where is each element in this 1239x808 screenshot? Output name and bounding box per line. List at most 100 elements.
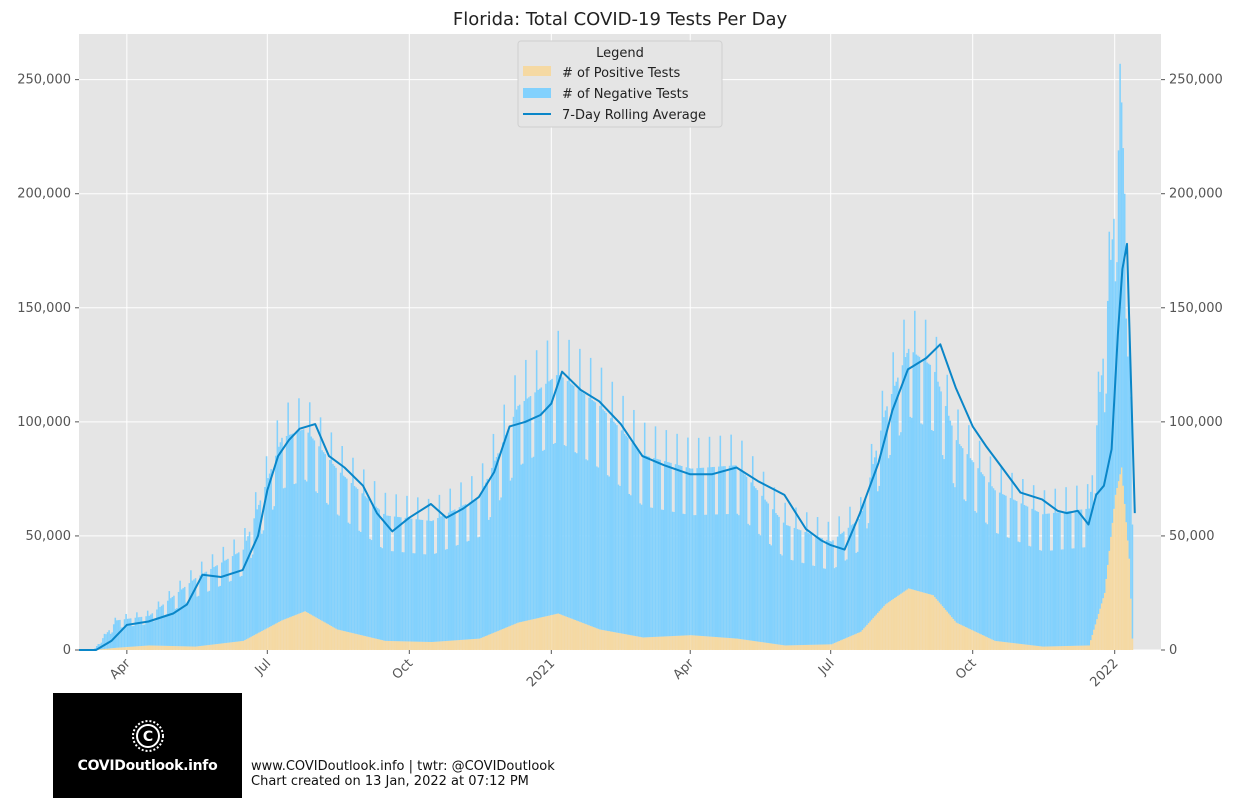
- positive-bar: [308, 613, 311, 650]
- negative-bar: [463, 504, 465, 640]
- positive-bar: [708, 636, 711, 650]
- positive-bar: [929, 594, 932, 650]
- negative-bar: [822, 568, 825, 645]
- positive-bar: [613, 632, 615, 650]
- negative-bar: [1003, 494, 1006, 642]
- positive-bar: [745, 639, 748, 650]
- negative-bar: [168, 591, 171, 646]
- negative-bar: [150, 614, 152, 646]
- negative-bar: [634, 446, 637, 637]
- positive-bar: [676, 635, 678, 650]
- positive-bar: [1028, 644, 1030, 650]
- positive-bar: [881, 607, 884, 650]
- negative-bar: [907, 348, 910, 589]
- negative-bar: [446, 549, 448, 641]
- negative-bar: [503, 404, 506, 629]
- negative-bar: [322, 452, 325, 622]
- negative-bar: [971, 460, 973, 630]
- negative-bar: [230, 580, 232, 643]
- positive-bar: [918, 591, 921, 650]
- negative-bar: [742, 472, 745, 640]
- positive-bar: [931, 594, 933, 650]
- negative-bar: [722, 466, 725, 638]
- negative-bar: [1039, 550, 1041, 647]
- positive-bar: [986, 637, 989, 650]
- positive-bar: [620, 633, 623, 650]
- negative-bar: [660, 509, 663, 637]
- negative-bar: [511, 477, 513, 626]
- positive-bar: [154, 645, 157, 650]
- negative-bar: [909, 416, 911, 589]
- positive-bar: [480, 637, 482, 650]
- negative-bar: [1052, 512, 1055, 647]
- negative-bar: [253, 518, 255, 636]
- positive-bar: [739, 639, 742, 650]
- negative-bar: [824, 568, 827, 645]
- negative-bar: [1110, 259, 1112, 537]
- positive-bar: [333, 627, 336, 650]
- negative-bar: [914, 310, 916, 591]
- negative-bar: [424, 554, 427, 642]
- negative-bar: [1002, 494, 1004, 642]
- negative-bar: [676, 433, 678, 636]
- negative-bar: [455, 545, 458, 641]
- negative-bar: [443, 514, 445, 642]
- positive-bar: [972, 630, 975, 650]
- positive-bar: [1043, 646, 1046, 650]
- positive-bar: [386, 640, 388, 650]
- negative-bar: [305, 481, 308, 613]
- positive-bar: [185, 646, 188, 650]
- negative-bar: [491, 467, 493, 634]
- positive-bar: [821, 644, 823, 650]
- positive-bar: [1022, 644, 1024, 650]
- positive-bar: [474, 638, 476, 650]
- negative-bar: [538, 388, 541, 618]
- positive-bar: [498, 630, 501, 650]
- negative-bar: [481, 463, 484, 638]
- negative-bar: [441, 515, 444, 642]
- negative-bar: [157, 601, 160, 646]
- negative-bar: [565, 446, 567, 617]
- negative-bar: [177, 591, 180, 647]
- positive-bar: [183, 646, 186, 650]
- positive-bar: [501, 629, 504, 650]
- negative-bar: [1037, 511, 1040, 647]
- positive-bar: [596, 628, 598, 650]
- negative-bar: [1062, 549, 1064, 647]
- positive-bar: [639, 636, 641, 650]
- negative-bar: [528, 397, 530, 621]
- positive-bar: [767, 643, 769, 650]
- positive-bar: [611, 631, 614, 650]
- positive-bar: [602, 630, 604, 650]
- negative-bar: [1113, 218, 1115, 509]
- negative-bar: [555, 375, 558, 614]
- negative-bar: [1122, 148, 1124, 486]
- negative-bar: [501, 442, 504, 630]
- positive-bar: [464, 639, 467, 650]
- negative-bar: [236, 553, 238, 642]
- positive-bar: [526, 620, 529, 650]
- positive-bar: [852, 635, 854, 650]
- negative-bar: [779, 554, 782, 645]
- negative-bar: [1056, 512, 1058, 647]
- negative-bar: [721, 466, 723, 638]
- positive-bar: [356, 634, 359, 650]
- negative-bar: [426, 520, 428, 642]
- positive-bar: [1071, 645, 1074, 650]
- positive-bar: [650, 637, 652, 650]
- positive-bar: [1017, 643, 1019, 650]
- negative-bar: [285, 435, 288, 619]
- positive-bar: [549, 615, 552, 650]
- negative-bar: [628, 493, 631, 635]
- positive-bar: [288, 617, 291, 650]
- negative-bar: [296, 431, 299, 615]
- x-tick-label: 2022: [1088, 656, 1122, 690]
- negative-bar: [850, 525, 853, 636]
- negative-bar: [515, 409, 518, 624]
- positive-bar: [373, 638, 376, 650]
- positive-bar: [1093, 629, 1095, 650]
- positive-bar: [230, 642, 232, 650]
- positive-bar: [528, 620, 530, 650]
- positive-bar: [1034, 645, 1036, 650]
- positive-bar: [378, 639, 380, 650]
